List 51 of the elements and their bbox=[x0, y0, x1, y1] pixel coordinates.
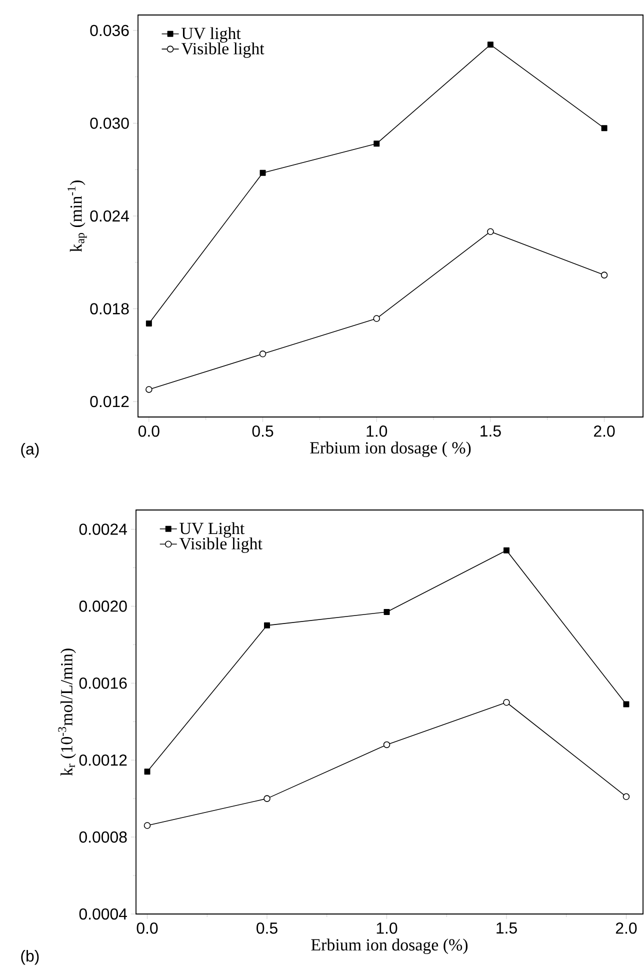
x-tick-label: 0.5 bbox=[256, 922, 278, 934]
legend-label: UV light bbox=[182, 27, 241, 43]
point bbox=[146, 386, 152, 393]
y-axis-title: k$_{r}$ (10$^{-3}$mol/L/min) bbox=[58, 648, 76, 776]
x-tick-label: 0.0 bbox=[138, 426, 160, 437]
x-tick-label: 1.0 bbox=[366, 426, 388, 437]
point bbox=[260, 170, 266, 176]
y-tick-label: 0.0004 bbox=[79, 908, 127, 920]
point bbox=[383, 741, 390, 748]
point bbox=[601, 125, 608, 132]
point bbox=[146, 320, 152, 326]
x-tick-label: 0.0 bbox=[136, 922, 158, 934]
y-tick-label: 0.0020 bbox=[79, 600, 127, 612]
point bbox=[264, 795, 270, 802]
x-tick-label: 2.0 bbox=[616, 922, 637, 934]
x-axis-title: Erbium ion dosage (%) bbox=[311, 938, 468, 954]
y-tick-label: 0.0012 bbox=[79, 754, 127, 766]
point bbox=[374, 140, 380, 147]
point bbox=[600, 272, 608, 278]
x-tick-label: 1.5 bbox=[496, 922, 517, 934]
text: (b) bbox=[21, 950, 39, 965]
x-tick-label: 1.0 bbox=[376, 922, 398, 934]
point bbox=[623, 701, 630, 708]
y-tick-label: 0.030 bbox=[90, 118, 129, 129]
point bbox=[384, 608, 390, 615]
y-tick-label: 0.036 bbox=[90, 24, 129, 36]
x-axis-title: Erbium ion dosage ( %) bbox=[310, 442, 471, 458]
y-tick-label: 0.012 bbox=[90, 396, 129, 408]
point bbox=[487, 228, 494, 235]
point bbox=[259, 350, 266, 358]
point bbox=[144, 822, 151, 829]
y-tick-label: 0.0008 bbox=[79, 831, 127, 843]
legend-label: Visible light bbox=[179, 537, 262, 553]
y-tick-label: 0.0016 bbox=[79, 678, 127, 689]
x-tick-label: 0.5 bbox=[252, 426, 274, 437]
point bbox=[504, 547, 510, 554]
legend-label: Visible light bbox=[181, 42, 264, 58]
y-axis-title: k$_{ap}$ (min$^{-1}$) bbox=[68, 180, 87, 252]
point bbox=[264, 622, 270, 628]
point bbox=[622, 793, 630, 800]
y-tick-label: 0.0024 bbox=[79, 524, 127, 535]
text: (a) bbox=[21, 442, 39, 458]
y-tick-label: 0.018 bbox=[90, 303, 129, 314]
legend-label: UV Light bbox=[180, 522, 245, 538]
x-tick-label: 1.5 bbox=[480, 426, 501, 437]
y-tick-label: 0.024 bbox=[90, 210, 129, 222]
x-tick-label: 2.0 bbox=[594, 426, 615, 437]
point bbox=[144, 768, 150, 775]
point bbox=[487, 42, 494, 48]
point bbox=[373, 315, 380, 322]
point bbox=[503, 698, 510, 706]
